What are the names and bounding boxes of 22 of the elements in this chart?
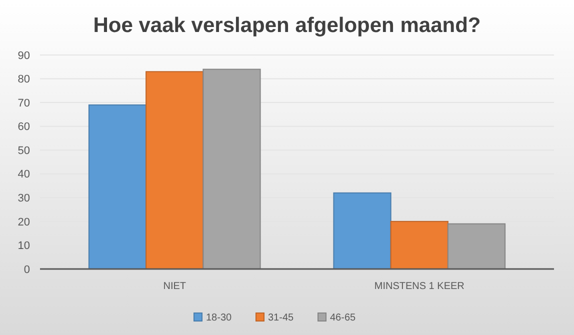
y-tick-label: 40	[18, 168, 30, 181]
y-tick-label: 50	[18, 144, 30, 157]
y-tick-label: 10	[18, 240, 30, 252]
bar	[202, 68, 261, 270]
bar	[447, 223, 506, 270]
y-tick-label: 30	[18, 192, 30, 205]
legend-label: 46-65	[330, 312, 356, 324]
y-tick-label: 20	[18, 216, 30, 228]
y-tick-label: 90	[18, 50, 30, 62]
bar	[146, 71, 204, 270]
bar	[88, 104, 147, 270]
bar	[390, 220, 448, 270]
y-tick-label: 70	[18, 97, 30, 110]
legend-label: 18-30	[206, 312, 232, 324]
x-tick-label: NIET	[163, 281, 186, 292]
chart-title: Hoe vaak verslapen afgelopen maand?	[93, 14, 481, 37]
y-tick-label: 60	[18, 121, 30, 134]
y-tick-label: 0	[24, 264, 30, 276]
x-tick-label: MINSTENS 1 KEER	[374, 281, 464, 292]
bar	[333, 192, 392, 270]
y-tick-label: 80	[18, 74, 30, 86]
legend-label: 31-45	[268, 312, 294, 324]
